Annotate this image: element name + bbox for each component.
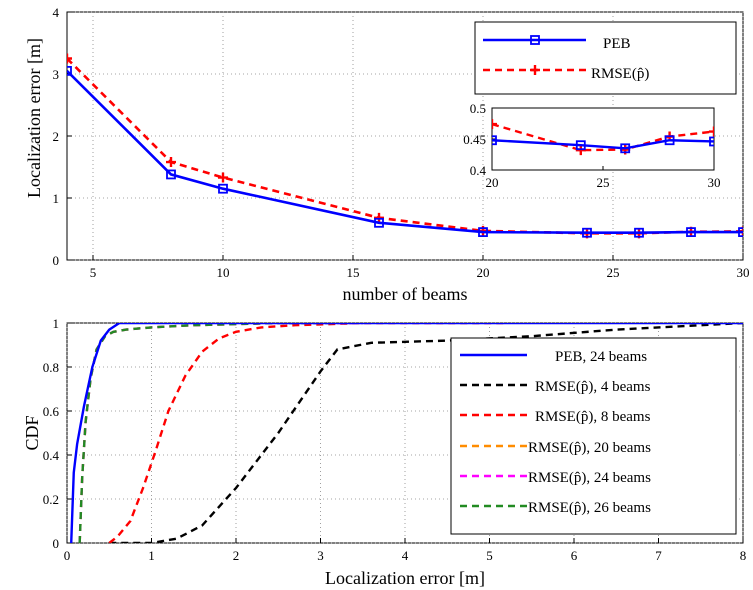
bottom-legend-label-24beams: RMSE(p̂), 24 beams (528, 470, 651, 486)
bottom-legend-label-4beams: RMSE(p̂), 4 beams (535, 379, 651, 395)
top-legend-items (483, 35, 586, 75)
bottom-x-tick-label: 0 (64, 548, 71, 563)
bottom-x-tick-label: 5 (486, 548, 493, 563)
bottom-series-line-2 (108, 323, 507, 543)
bottom-y-tick-label: 0 (53, 536, 60, 551)
bottom-y-tick-label: 0.8 (43, 360, 59, 375)
bottom-series-line-1 (109, 323, 743, 543)
top-series-marker-0 (582, 227, 592, 238)
top-chart: 5 10 15 20 25 30 0 1 2 3 4 number of beams Localiz… (24, 5, 750, 304)
bottom-x-tick-label: 7 (655, 548, 662, 563)
top-x-tick-label: 25 (607, 265, 620, 280)
top-y-tick-label: 3 (53, 67, 60, 82)
inset-series-marker-0 (709, 136, 714, 147)
top-x-tick-label: 20 (477, 265, 490, 280)
top-x-axis-label: number of beams (343, 284, 468, 304)
inset-series (492, 119, 714, 156)
top-x-tick-label: 5 (90, 265, 97, 280)
top-series-marker-0 (67, 66, 72, 76)
inset-frame (491, 107, 715, 171)
top-series-marker-0 (634, 227, 644, 238)
bottom-x-tick-label: 2 (233, 548, 240, 563)
inset-x-tick-label: 20 (486, 175, 499, 190)
bottom-legend-label-peb: PEB, 24 beams (555, 349, 647, 365)
top-legend: PEB RMSE(p̂) (474, 21, 737, 95)
top-legend-marker-0 (530, 35, 540, 45)
top-x-tick-label: 15 (347, 265, 360, 280)
top-series-marker-1 (374, 212, 384, 223)
bottom-x-tick-label: 8 (740, 548, 747, 563)
inset-series-marker-0 (575, 140, 586, 151)
top-ticks: 5 10 15 20 25 30 0 1 2 3 4 (53, 5, 750, 280)
top-series-marker-0 (738, 227, 743, 238)
top-series-marker-1 (218, 172, 228, 183)
top-series (67, 53, 743, 239)
top-legend-label-peb: PEB (603, 36, 631, 52)
bottom-y-tick-label: 0.6 (43, 404, 60, 419)
inset-series-marker-1 (575, 145, 586, 156)
top-y-tick-label: 1 (53, 191, 60, 206)
top-series-marker-0 (374, 217, 384, 228)
top-x-tick-label: 30 (737, 265, 750, 280)
bottom-legend-box (450, 337, 737, 535)
top-y-tick-label: 0 (53, 253, 60, 268)
bottom-y-tick-label: 1 (53, 316, 60, 331)
inset-y-tick-label: 0.5 (470, 101, 486, 116)
top-y-tick-label: 4 (53, 5, 60, 20)
bottom-chart: 0 1 2 3 4 5 6 7 8 0 0.2 0.4 0.6 0.8 1 Localization err… (22, 316, 746, 588)
top-series-marker-0 (686, 227, 696, 238)
bottom-x-axis-label: Localization error [m] (325, 568, 485, 588)
inset-series-marker-0 (664, 135, 675, 146)
top-series-marker-1 (67, 53, 72, 64)
bottom-x-tick-label: 1 (148, 548, 155, 563)
top-legend-box (474, 21, 737, 95)
bottom-legend-label-20beams: RMSE(p̂), 20 beams (528, 440, 651, 456)
bottom-legend-items (460, 353, 527, 508)
bottom-x-tick-label: 3 (317, 548, 324, 563)
inset-series-marker-1 (492, 119, 497, 130)
inset-series-marker-0 (620, 143, 631, 154)
bottom-legend: PEB, 24 beams RMSE(p̂), 4 beams RMSE(p̂)… (450, 337, 737, 535)
bottom-legend-label-8beams: RMSE(p̂), 8 beams (535, 409, 651, 425)
bottom-x-tick-label: 4 (402, 548, 409, 563)
top-y-axis-label: Localization error [m] (24, 38, 44, 198)
bottom-y-tick-label: 0.4 (43, 448, 60, 463)
bottom-y-axis-label: CDF (22, 415, 42, 450)
inset-ticks: 20 25 30 0.4 0.45 0.5 (463, 101, 720, 190)
inset-chart: 20 25 30 0.4 0.45 0.5 (463, 101, 720, 190)
top-grid (67, 11, 744, 261)
top-series-marker-0 (478, 227, 488, 238)
top-legend-label-rmse: RMSE(p̂) (591, 66, 649, 82)
top-series-marker-0 (218, 183, 228, 194)
inset-y-tick-label: 0.45 (463, 132, 486, 147)
top-series-marker-1 (166, 157, 176, 168)
inset-series-line-0 (492, 139, 714, 150)
bottom-legend-label-26beams: RMSE(p̂), 26 beams (528, 500, 651, 516)
inset-y-tick-label: 0.4 (470, 163, 487, 178)
bottom-x-tick-label: 6 (571, 548, 578, 563)
inset-x-tick-label: 25 (597, 175, 610, 190)
bottom-series-line-0 (70, 323, 743, 543)
top-legend-marker-1 (530, 65, 540, 75)
bottom-series (70, 323, 743, 543)
inset-x-tick-label: 30 (708, 175, 721, 190)
top-series-marker-0 (166, 169, 176, 180)
bottom-series-line-5 (78, 323, 338, 543)
bottom-y-tick-label: 0.2 (43, 492, 59, 507)
inset-series-marker-0 (492, 135, 497, 146)
top-x-tick-label: 10 (217, 265, 230, 280)
top-y-tick-label: 2 (53, 129, 60, 144)
inset-series-marker-1 (709, 126, 714, 137)
top-series-line-0 (67, 69, 743, 235)
bottom-ticks: 0 1 2 3 4 5 6 7 8 0 0.2 0.4 0.6 0.8 1 (43, 316, 747, 563)
